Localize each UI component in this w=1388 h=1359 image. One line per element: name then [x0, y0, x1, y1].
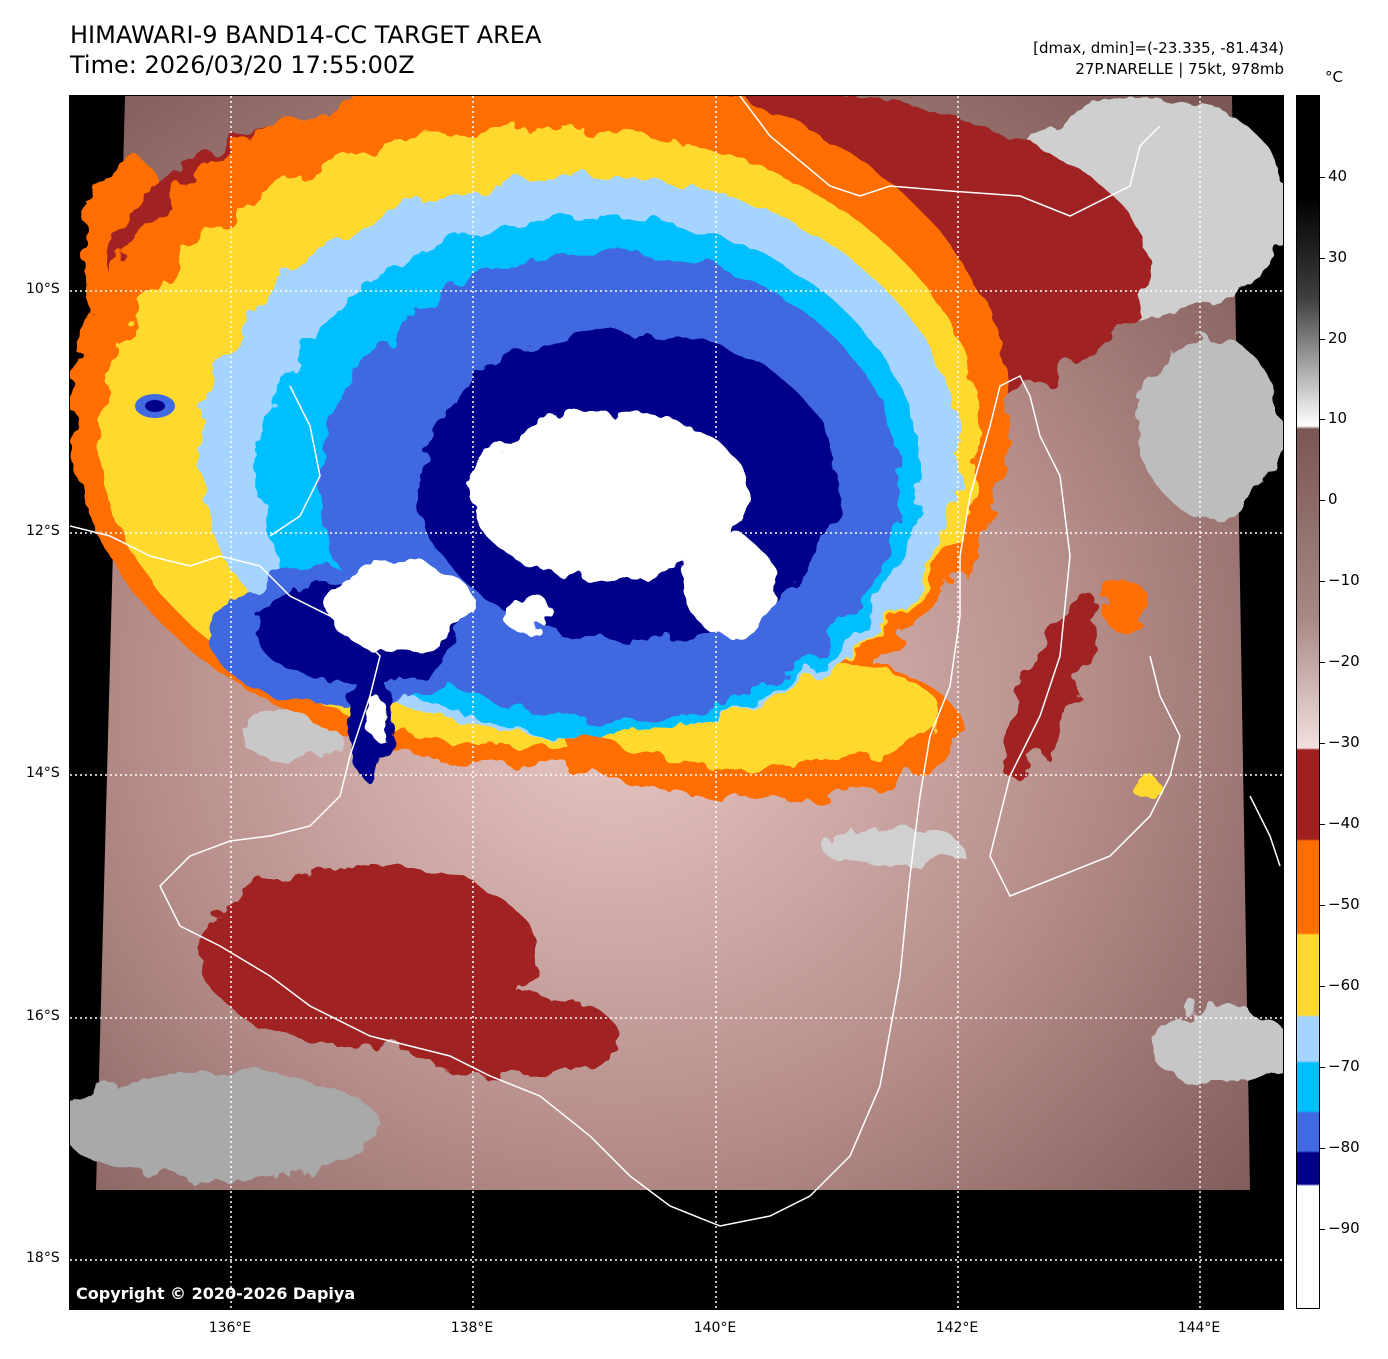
colorbar-tick — [1320, 419, 1325, 420]
colorbar-label: −60 — [1328, 976, 1360, 994]
colorbar-unit: °C — [1325, 68, 1343, 86]
colorbar-label: 10 — [1328, 409, 1348, 427]
colorbar-label: −90 — [1328, 1219, 1360, 1237]
colorbar-label: −40 — [1328, 814, 1360, 832]
lat-label-16s: 16°S — [26, 1008, 60, 1024]
colorbar-label: 20 — [1328, 329, 1348, 347]
lat-label-12s: 12°S — [26, 523, 60, 539]
colorbar-label: 40 — [1328, 167, 1348, 185]
storm-name-text: 27P.NARELLE | 75kt, 978mb — [1075, 60, 1284, 78]
colorbar-label: −50 — [1328, 895, 1360, 913]
lon-label-144e: 144°E — [1177, 1320, 1221, 1336]
colorbar-label: −10 — [1328, 571, 1360, 589]
lon-label-136e: 136°E — [208, 1320, 252, 1336]
title-line-1: HIMAWARI-9 BAND14-CC TARGET AREA — [70, 21, 542, 49]
imagery-swath — [70, 96, 1283, 1190]
storm-info: [dmax, dmin]=(-23.335, -81.434) 27P.NARE… — [1033, 38, 1284, 80]
copyright-text: Copyright © 2020-2026 Dapiya — [76, 1284, 356, 1303]
colorbar-label: 30 — [1328, 248, 1348, 266]
colorbar-tick — [1320, 905, 1325, 906]
lon-label-140e: 140°E — [693, 1320, 737, 1336]
colorbar-tick — [1320, 258, 1325, 259]
colorbar — [1296, 95, 1320, 1309]
colorbar-tick — [1320, 500, 1325, 501]
lon-label-142e: 142°E — [935, 1320, 979, 1336]
colorbar-label: −30 — [1328, 733, 1360, 751]
colorbar-label: −70 — [1328, 1057, 1360, 1075]
colorbar-tick — [1320, 1148, 1325, 1149]
lat-label-14s: 14°S — [26, 765, 60, 781]
satellite-image — [70, 96, 1283, 1309]
colorbar-tick — [1320, 1067, 1325, 1068]
colorbar-tick — [1320, 824, 1325, 825]
colorbar-label: −20 — [1328, 652, 1360, 670]
colorbar-label: −80 — [1328, 1138, 1360, 1156]
colorbar-label: 0 — [1328, 490, 1338, 508]
data-range-text: [dmax, dmin]=(-23.335, -81.434) — [1033, 39, 1284, 57]
colorbar-tick — [1320, 177, 1325, 178]
colorbar-tick — [1320, 581, 1325, 582]
lon-label-138e: 138°E — [450, 1320, 494, 1336]
colorbar-tick — [1320, 662, 1325, 663]
coastlines — [70, 96, 1281, 1227]
colorbar-tick — [1320, 339, 1325, 340]
lat-label-10s: 10°S — [26, 281, 60, 297]
lat-label-18s: 18°S — [26, 1250, 60, 1266]
satellite-map: Copyright © 2020-2026 Dapiya — [69, 95, 1284, 1310]
figure-title: HIMAWARI-9 BAND14-CC TARGET AREA Time: 2… — [70, 20, 541, 80]
title-line-2: Time: 2026/03/20 17:55:00Z — [70, 51, 415, 79]
colorbar-tick — [1320, 1229, 1325, 1230]
colorbar-tick — [1320, 743, 1325, 744]
colorbar-tick — [1320, 986, 1325, 987]
